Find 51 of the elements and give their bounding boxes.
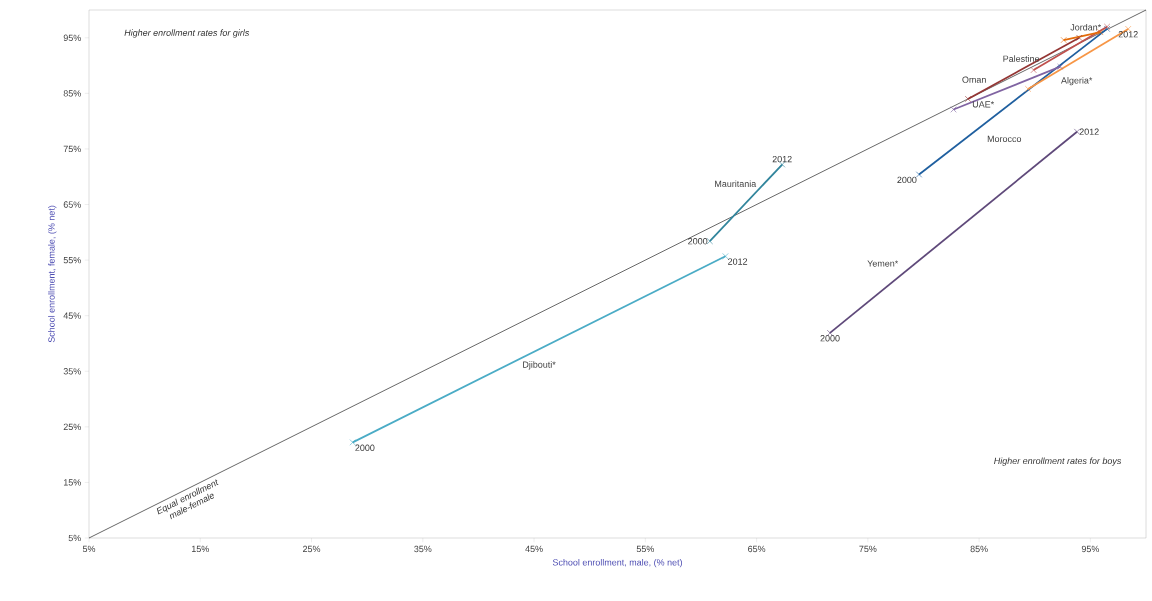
annotation: Higher enrollment rates for girls xyxy=(124,29,250,38)
point xyxy=(1060,36,1067,44)
annotation: 2012 xyxy=(728,258,748,265)
y-axis-title: School enrollment, female, (% net) xyxy=(48,205,57,343)
y-tick-label: 75% xyxy=(63,145,81,153)
point xyxy=(1030,66,1037,74)
annotation: 2000 xyxy=(820,335,840,342)
y-tick-label: 65% xyxy=(63,201,81,208)
series-label: Yemen* xyxy=(867,260,899,267)
point xyxy=(950,106,957,113)
x-axis-title: School enrollment, male, (% net) xyxy=(552,558,682,568)
series-label: Algeria* xyxy=(1061,77,1093,86)
y-tick-label: 85% xyxy=(63,90,81,97)
x-tick-label: 65% xyxy=(748,545,766,553)
y-tick-label: 45% xyxy=(63,312,81,319)
x-tick-label: 25% xyxy=(303,545,321,553)
annotation: 2000 xyxy=(688,238,708,245)
x-tick-label: 85% xyxy=(970,545,988,553)
annotation: 2000 xyxy=(355,444,375,451)
point xyxy=(349,439,356,446)
annotation: Higher enrollment rates for boys xyxy=(994,457,1122,466)
x-tick-label: 75% xyxy=(859,545,877,553)
y-tick-label: 5% xyxy=(68,534,81,542)
y-tick-label: 55% xyxy=(63,256,81,264)
point xyxy=(1057,63,1064,70)
point xyxy=(1024,85,1032,93)
series-label: Djibouti* xyxy=(523,361,556,370)
y-tick-label: 95% xyxy=(63,34,81,41)
x-tick-label: 15% xyxy=(191,545,209,553)
x-tick-label: 35% xyxy=(414,545,432,553)
series-label: UAE* xyxy=(972,101,994,108)
annotation: 2012 xyxy=(1118,31,1138,38)
x-tick-label: 5% xyxy=(82,545,96,553)
point xyxy=(722,253,729,260)
annotation: 2012 xyxy=(1079,128,1099,135)
x-tick-label: 55% xyxy=(636,545,654,553)
y-tick-label: 15% xyxy=(63,479,81,486)
point xyxy=(1076,34,1083,41)
series-label: Oman xyxy=(962,76,986,83)
x-tick-label: 95% xyxy=(1081,545,1100,553)
annotation: 2000 xyxy=(897,176,917,184)
series-label: Jordan* xyxy=(1070,23,1102,31)
point xyxy=(915,171,923,178)
x-tick-label: 45% xyxy=(525,545,543,553)
y-tick-label: 25% xyxy=(63,423,81,431)
series-label: Palestine xyxy=(1003,55,1040,62)
series-label: Morocco xyxy=(987,135,1022,143)
y-tick-label: 35% xyxy=(63,368,81,375)
series-label: Mauritania xyxy=(715,180,757,187)
annotation: 2012 xyxy=(772,155,792,163)
point xyxy=(964,95,972,103)
